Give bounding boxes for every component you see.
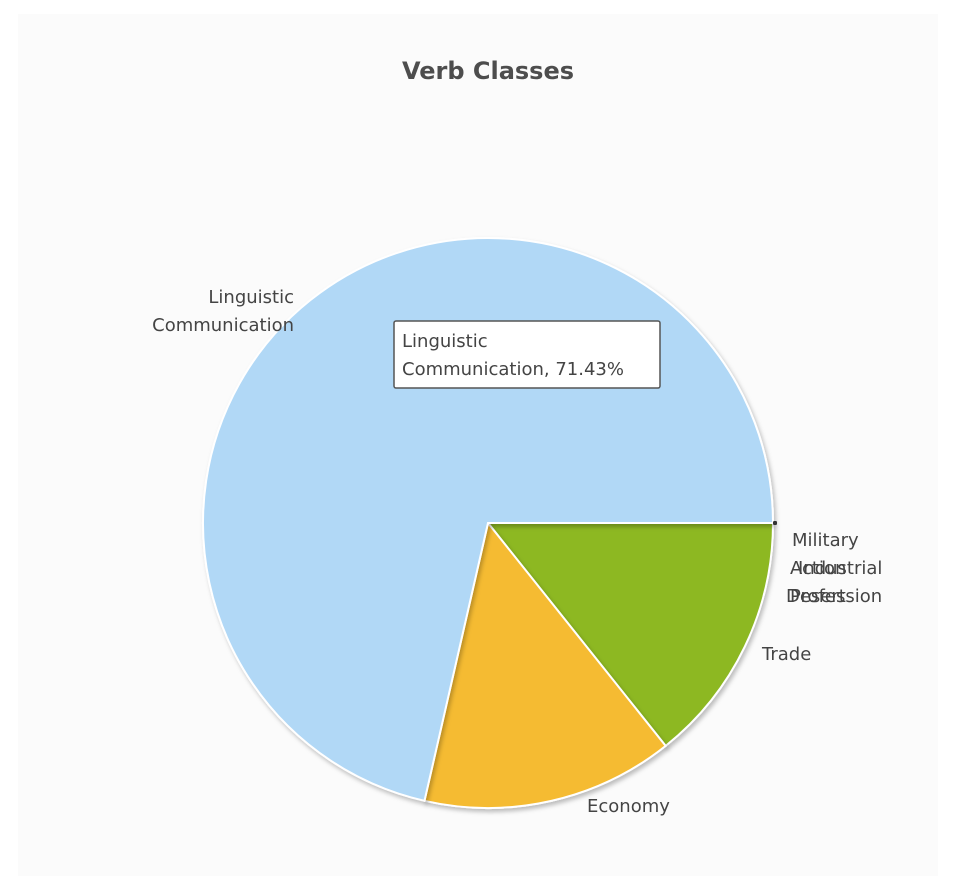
tooltip: Linguistic Communication, 71.43% [393,320,661,389]
pie-slice-profession[interactable] [773,521,777,525]
chart-title: Verb Classes [402,57,574,85]
pie-slice-trade[interactable] [485,522,775,748]
slice-label-desert: Desert [786,586,846,607]
slice-label-military: Military [792,530,859,551]
slice-label-industrial: Industrial [798,558,882,579]
pie-slice-economy[interactable] [423,520,668,809]
slice-label-economy: Economy [587,796,670,817]
tooltip-box [393,320,661,389]
slice-label-action: Action [790,558,846,579]
slice-label-linguistic-communication: Linguistic Communication [152,287,294,336]
slice-label-profession: Profession [790,586,882,607]
tooltip-line-1: Linguistic [402,331,488,352]
slice-label-trade: Trade [761,644,811,665]
tooltip-line-2: Communication, 71.43% [402,359,624,380]
